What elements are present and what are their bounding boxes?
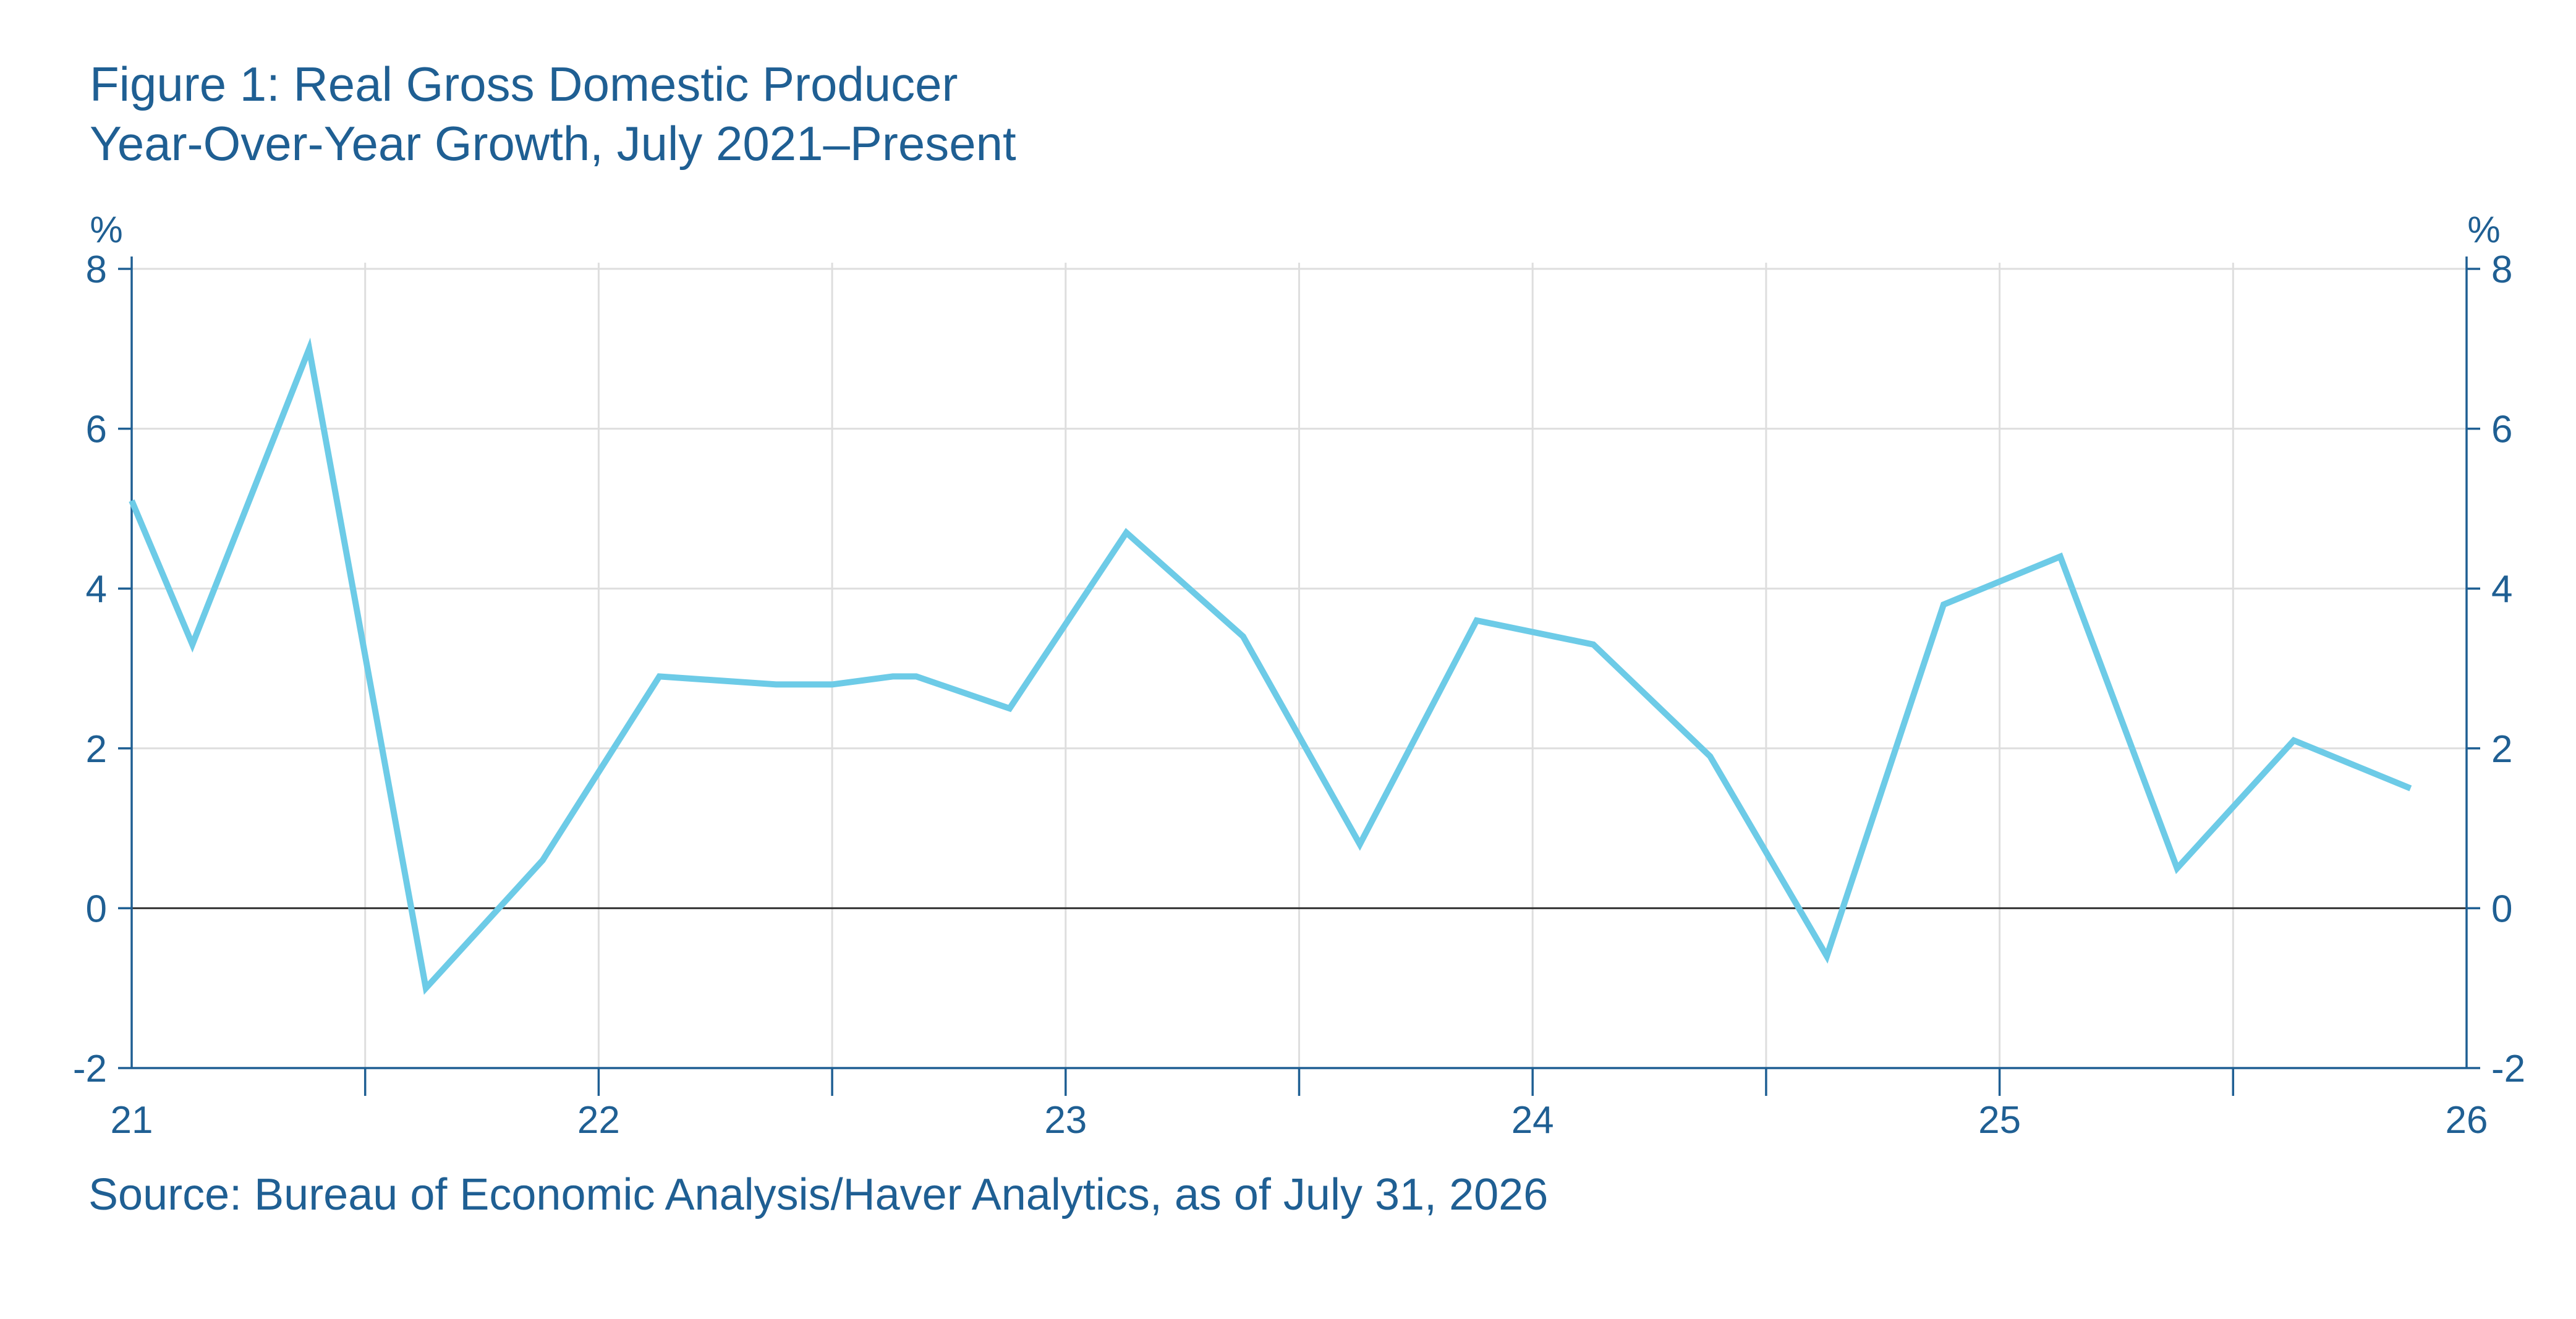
x-tick-label: 25 [1978,1099,2021,1142]
y-tick-label-right: 4 [2491,568,2512,611]
y-tick-label-left: 4 [86,568,107,611]
x-tick-label: 24 [1511,1099,1554,1142]
gridlines [132,263,2467,1069]
y-unit-right: % [2467,209,2500,250]
y-tick-label-right: 6 [2491,409,2512,451]
tick-labels: 8 86 64 42 20 0-2 -2% %21 22 23 24 25 26 [73,209,2525,1142]
y-tick-label-left: -2 [73,1048,107,1090]
y-tick-label-right: -2 [2491,1048,2525,1090]
y-tick-label-left: 8 [86,248,107,291]
x-tick-label: 23 [1044,1099,1087,1142]
y-tick-label-left: 6 [86,409,107,451]
y-tick-label-left: 2 [86,728,107,771]
y-tick-label-left: 0 [86,888,107,930]
y-tick-label-right: 0 [2491,888,2512,930]
x-tick-label: 26 [2446,1099,2488,1142]
series-layer [129,337,2412,995]
y-tick-label-right: 2 [2491,728,2512,771]
axes [118,257,2480,1096]
chart-subtitle: Year-Over-Year Growth, July 2021–Present [90,116,1016,171]
chart-title: Figure 1: Real Gross Domestic Producer [90,57,958,111]
x-tick-label: 21 [111,1099,153,1142]
y-unit-left: % [90,209,122,250]
chart-title-block: Figure 1: Real Gross Domestic Producer Y… [90,54,1016,173]
series-line [129,337,2412,995]
source-note: Source: Bureau of Economic Analysis/Have… [88,1170,1549,1219]
y-tick-label-right: 8 [2491,248,2512,291]
x-tick-label: 22 [577,1099,620,1142]
